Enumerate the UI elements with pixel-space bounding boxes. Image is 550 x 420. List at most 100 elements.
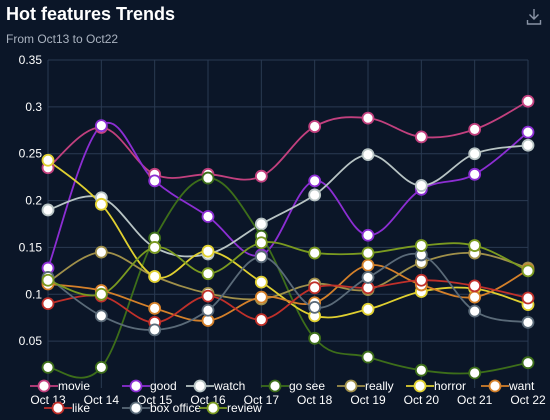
data-point-go-see[interactable] [201, 171, 215, 185]
legend-item-go-see[interactable]: go see [261, 379, 325, 393]
series-line-review[interactable] [47, 241, 529, 297]
data-point-watch[interactable] [468, 147, 482, 161]
data-point-want[interactable] [468, 290, 482, 304]
data-point-movie[interactable] [254, 169, 268, 183]
download-icon[interactable] [526, 8, 542, 26]
data-point-horror[interactable] [94, 197, 108, 211]
legend-item-watch[interactable]: watch [186, 379, 245, 393]
legend-item-good[interactable]: good [122, 379, 177, 393]
data-point-good[interactable] [94, 119, 108, 132]
data-point-movie[interactable] [308, 120, 322, 133]
data-point-movie[interactable] [361, 111, 375, 125]
data-point-box-office[interactable] [201, 303, 215, 317]
data-point-horror[interactable] [254, 275, 268, 289]
data-point-movie[interactable] [414, 130, 428, 144]
data-point-box-office[interactable] [308, 301, 322, 314]
series-line-watch[interactable] [47, 144, 529, 258]
y-tick-label: 0.25 [19, 147, 43, 161]
legend-item-like[interactable]: like [44, 401, 90, 415]
data-point-review[interactable] [41, 273, 55, 287]
data-point-movie[interactable] [521, 94, 535, 108]
data-point-review[interactable] [254, 236, 268, 250]
data-point-like[interactable] [308, 281, 322, 295]
data-point-horror[interactable] [148, 270, 162, 283]
data-point-go-see[interactable] [94, 360, 108, 374]
data-point-box-office[interactable] [521, 315, 535, 329]
data-point-watch[interactable] [361, 148, 375, 162]
data-point-horror[interactable] [361, 302, 375, 316]
data-point-good[interactable] [521, 125, 535, 139]
data-point-want[interactable] [361, 258, 375, 272]
legend-item-want[interactable]: want [481, 379, 535, 393]
data-point-good[interactable] [148, 174, 162, 188]
data-point-like[interactable] [254, 313, 268, 326]
data-point-review[interactable] [148, 241, 162, 254]
data-point-like[interactable] [414, 273, 428, 287]
data-point-good[interactable] [361, 228, 375, 242]
data-point-review[interactable] [414, 239, 428, 252]
chart-subtitle: From Oct13 to Oct22 [6, 32, 119, 46]
data-point-horror[interactable] [41, 153, 55, 167]
data-point-like[interactable] [41, 297, 55, 311]
data-point-watch[interactable] [254, 217, 268, 231]
data-point-watch[interactable] [521, 138, 535, 152]
legend-swatch-marker [37, 379, 51, 393]
data-point-review[interactable] [308, 246, 322, 260]
y-tick-label: 0.15 [19, 240, 43, 254]
data-point-horror[interactable] [201, 244, 215, 258]
data-point-like[interactable] [468, 279, 482, 293]
legend-swatch-marker [129, 401, 143, 415]
legend-item-really[interactable]: really [337, 379, 394, 393]
data-point-box-office[interactable] [468, 304, 482, 318]
data-point-good[interactable] [308, 174, 322, 188]
data-point-good[interactable] [468, 167, 482, 181]
series-line-like[interactable] [47, 279, 529, 324]
data-point-like[interactable] [361, 281, 375, 295]
data-point-want[interactable] [254, 290, 268, 304]
legend-item-review[interactable]: review [199, 401, 262, 415]
data-point-review[interactable] [201, 267, 215, 281]
data-point-box-office[interactable] [94, 309, 108, 323]
data-point-go-see[interactable] [41, 360, 55, 374]
legend-swatch-marker [206, 401, 220, 415]
series-line-box-office[interactable] [47, 252, 529, 331]
chart-title: Hot features Trends [6, 4, 176, 24]
x-tick-label: Oct 21 [457, 393, 493, 407]
data-point-go-see[interactable] [308, 331, 322, 345]
data-point-box-office[interactable] [254, 250, 268, 264]
legend-swatch-marker [193, 379, 207, 393]
legend-label: really [365, 379, 394, 393]
series-line-really[interactable] [47, 251, 529, 301]
data-point-like[interactable] [521, 291, 535, 305]
data-point-really[interactable] [94, 245, 108, 259]
legend-item-box-office[interactable]: box office [122, 401, 201, 415]
data-point-movie[interactable] [468, 122, 482, 136]
data-point-go-see[interactable] [414, 363, 428, 377]
data-point-review[interactable] [521, 264, 535, 278]
data-point-like[interactable] [201, 289, 215, 303]
data-point-good[interactable] [201, 210, 215, 223]
data-point-go-see[interactable] [361, 350, 375, 364]
data-point-watch[interactable] [41, 203, 55, 217]
data-point-box-office[interactable] [361, 271, 375, 284]
data-point-watch[interactable] [414, 179, 428, 192]
data-point-want[interactable] [148, 301, 162, 315]
data-point-review[interactable] [361, 246, 375, 260]
series-line-horror[interactable] [47, 159, 529, 319]
data-point-go-see[interactable] [521, 356, 535, 370]
data-point-review[interactable] [94, 287, 108, 301]
legend-label: box office [150, 401, 201, 415]
data-point-go-see[interactable] [468, 366, 482, 380]
x-tick-label: Oct 20 [404, 393, 440, 407]
data-point-watch[interactable] [308, 188, 322, 202]
data-point-box-office[interactable] [148, 323, 162, 337]
legend-item-movie[interactable]: movie [30, 379, 90, 393]
x-tick-label: Oct 19 [350, 393, 386, 407]
legend-label: like [72, 401, 90, 415]
y-tick-label: 0.2 [25, 194, 42, 208]
series-line-movie[interactable] [47, 100, 529, 181]
data-point-review[interactable] [468, 239, 482, 252]
series-line-go-see[interactable] [47, 177, 529, 379]
legend-item-horror[interactable]: horror [406, 379, 466, 393]
data-point-want[interactable] [201, 314, 215, 327]
